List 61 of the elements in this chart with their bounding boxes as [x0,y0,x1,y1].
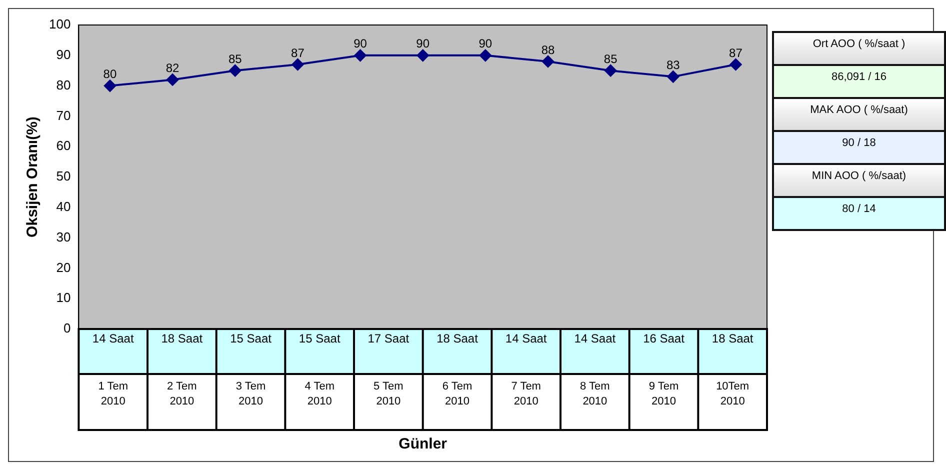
y-tick-label: 0 [63,320,71,336]
text-box: MIN AOO ( %/saat) [772,163,946,198]
data-label: 87 [729,46,743,60]
text: 2 Tem 2010 [167,380,197,408]
text: 5 Tem 2010 [374,380,404,408]
text: 18 Saat [436,331,479,346]
text-box: Ort AOO ( %/saat ) [772,31,946,66]
point [667,70,680,83]
point [416,49,429,62]
text: 17 Saat [368,331,410,346]
data-label: 85 [228,52,242,66]
point [104,80,116,92]
text: 16 Saat [643,331,686,346]
text: Günler [398,436,448,453]
text-box: 80 / 14 [772,196,946,231]
text: 4 Tem 2010 [304,380,334,408]
data-label: 82 [166,61,180,76]
data-label: 90 [416,36,430,51]
y-tick-label: 40 [56,198,71,214]
text: 14 Saat [92,331,134,346]
point [730,58,742,71]
text: 8 Tem 2010 [580,380,610,408]
point [166,74,179,86]
text: 15 Saat [298,331,341,346]
text: 9 Tem 2010 [648,380,679,408]
point [542,55,554,68]
y-tick-label: 80 [56,77,71,92]
text-box: MAK AOO ( %/saat) [772,97,946,132]
y-tick-label: 70 [56,108,71,123]
text: 18 Saat [712,331,754,346]
text: 6 Tem 2010 [442,380,472,408]
data-label: 80 [103,67,117,82]
data-label: 85 [604,52,618,66]
y-tick-label: 20 [56,260,71,275]
text: 10Tem 2010 [716,380,750,408]
text: 14 Saat [505,331,548,346]
data-label: 90 [354,36,368,51]
y-tick-label: 10 [56,290,71,306]
point [292,58,304,71]
data-label: 83 [666,58,680,72]
y-tick-label: 30 [56,229,71,244]
text: 7 Tem 2010 [511,380,541,408]
point [479,49,492,62]
point [229,64,242,77]
y-tick-label: 50 [56,168,71,184]
y-tick-label: 100 [48,16,71,32]
data-label: 90 [478,36,492,51]
text: 15 Saat [230,331,272,346]
text-box: 90 / 18 [772,130,946,165]
y-axis-title: Oksijen Oranı(%) [24,116,42,238]
data-label: 87 [291,46,305,60]
text: 3 Tem 2010 [236,380,266,408]
data-label: 88 [541,42,555,57]
point [354,49,366,62]
y-tick-label: 90 [56,46,71,62]
text-box: 86,091 / 16 [772,64,946,99]
y-tick-label: 60 [56,138,71,154]
text: 14 Saat [574,331,616,346]
text: 18 Saat [161,331,204,346]
point [604,64,617,77]
text: 1 Tem 2010 [98,380,128,408]
